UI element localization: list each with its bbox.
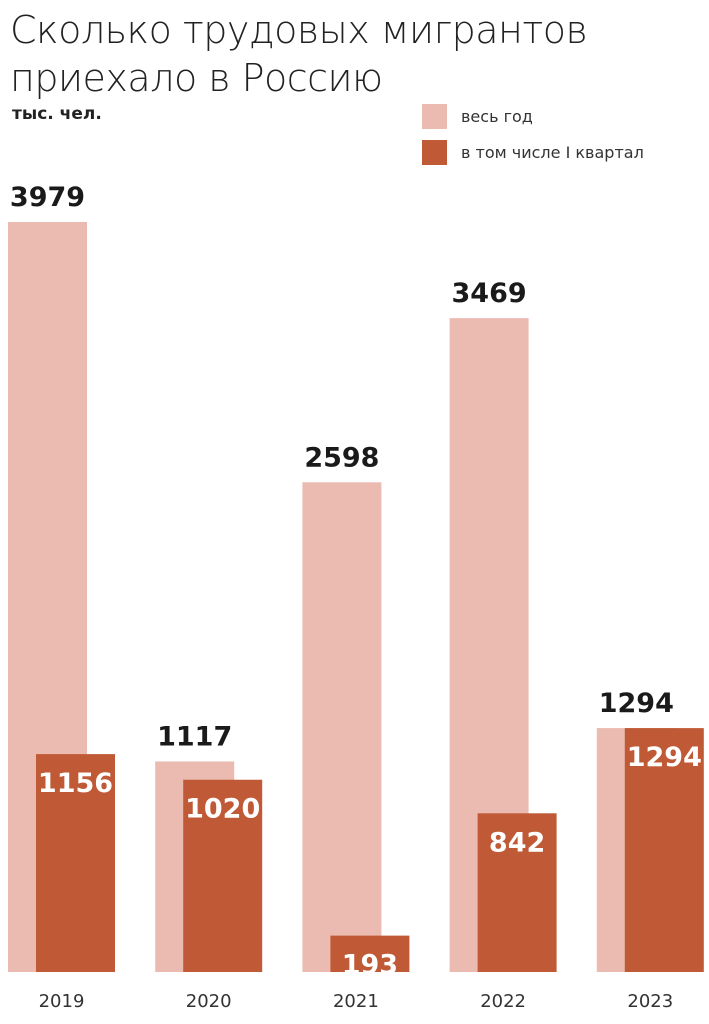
data-label-full-year: 1294 — [599, 688, 674, 719]
data-label-q1: 193 — [342, 950, 398, 981]
x-tick-label: 2023 — [627, 991, 673, 1012]
x-tick-label: 2022 — [480, 991, 526, 1012]
x-tick-label: 2021 — [333, 991, 379, 1012]
bar-q1 — [36, 754, 115, 972]
legend-label: весь год — [461, 107, 533, 126]
data-label-q1: 1156 — [38, 768, 113, 799]
legend-item-full-year: весь год — [422, 104, 533, 129]
data-label-q1: 842 — [489, 827, 545, 858]
bar-q1 — [330, 935, 410, 972]
legend-label: в том числе I квартал — [461, 143, 644, 162]
data-label-q1: 1294 — [627, 742, 702, 773]
legend-item-q1: в том числе I квартал — [422, 140, 644, 165]
bar-q1 — [183, 779, 263, 972]
bar-q1 — [477, 813, 557, 972]
data-label-full-year: 3979 — [10, 182, 85, 213]
data-label-full-year: 3469 — [452, 278, 527, 309]
data-label-full-year: 2598 — [304, 442, 379, 473]
unit-label: тыс. чел. — [12, 104, 102, 124]
legend-swatch — [422, 104, 447, 129]
data-label-q1: 1020 — [185, 794, 260, 825]
x-tick-label: 2019 — [39, 991, 85, 1012]
data-label-full-year: 1117 — [157, 721, 232, 752]
x-tick-label: 2020 — [186, 991, 232, 1012]
bar-q1 — [624, 728, 704, 972]
legend-swatch — [422, 140, 447, 165]
bar-full-year — [302, 482, 382, 972]
chart-title: Сколько трудовых мигрантов приехало в Ро… — [10, 8, 588, 100]
